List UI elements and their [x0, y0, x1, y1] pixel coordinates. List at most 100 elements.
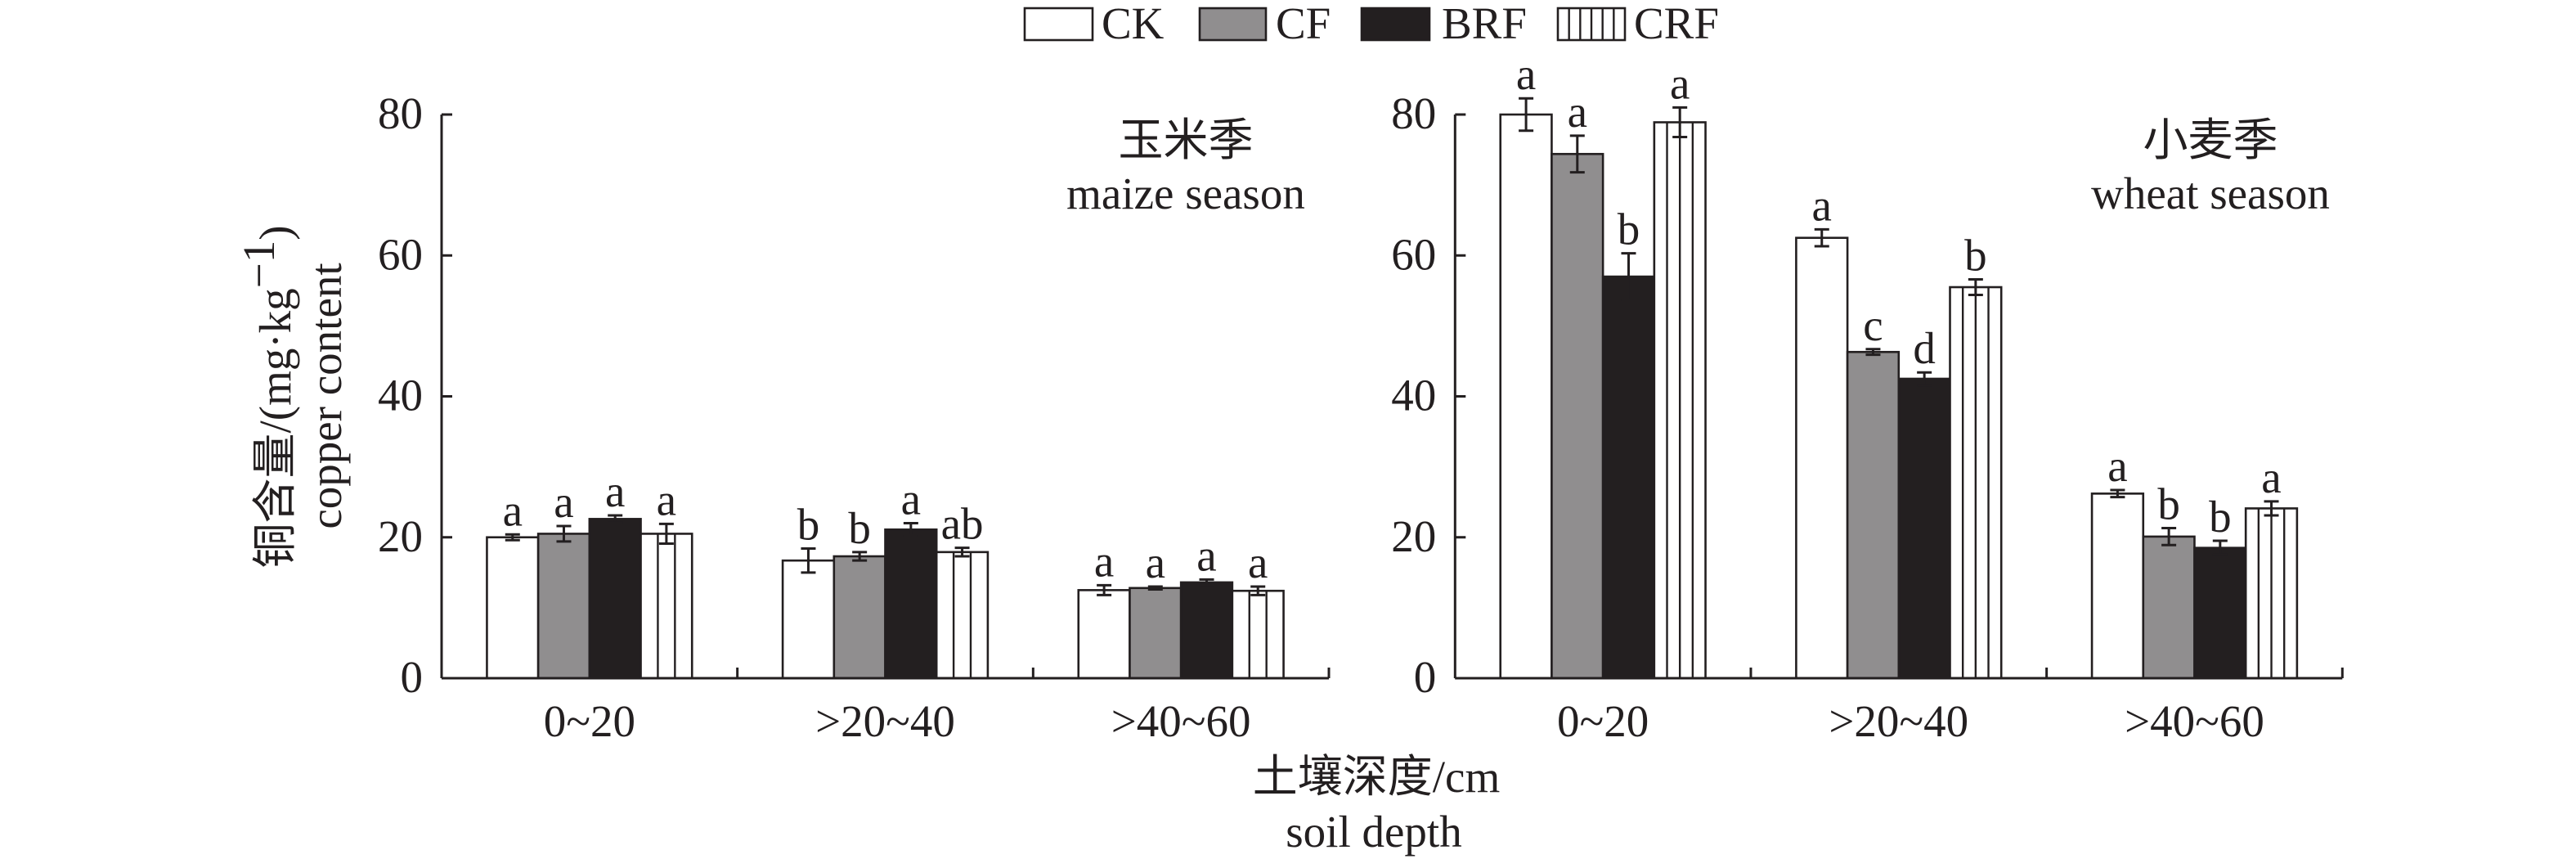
error-bar-cf: [556, 524, 572, 543]
bar-ck: [1795, 236, 1849, 680]
x-tick-label: 0~20: [1557, 696, 1649, 746]
significance-letter: b: [2209, 492, 2232, 542]
significance-letter: a: [503, 485, 523, 535]
bar-brf: [884, 528, 938, 680]
y-tick-label: 60: [378, 229, 423, 279]
bar-cf: [1129, 587, 1183, 680]
bar-group: ab ba: [2090, 441, 2299, 680]
significance-letter: a: [1094, 536, 1114, 586]
x-tick-label: >40~60: [1111, 696, 1251, 746]
y-tick-label: 80: [1391, 88, 1436, 138]
y-tick-label: 0: [401, 652, 424, 702]
panel-maize-season: a a a a0~20b ba ab>20~40a a a a>40~60020406080玉米…: [378, 88, 1331, 746]
error-bar-crf: [1250, 585, 1266, 596]
legend-item-brf: BRF: [1360, 0, 1527, 48]
error-bar-brf: [1621, 252, 1636, 302]
error-bar-ck: [1814, 227, 1829, 248]
significance-letter: a: [657, 474, 676, 524]
x-tick-label: >40~60: [2125, 696, 2264, 746]
x-tick-label: >20~40: [1829, 696, 1968, 746]
bar-ck: [1499, 113, 1553, 680]
y-axis-title-zh: 铜含量/(mg·kg−1): [234, 225, 300, 568]
significance-letter: a: [605, 466, 625, 516]
bar-cf: [536, 533, 591, 680]
significance-letter: a: [554, 477, 573, 527]
bar-cf: [1551, 152, 1604, 680]
error-bar-cf: [1569, 134, 1585, 174]
error-bar-crf: [1968, 278, 1983, 296]
bar-brf: [1601, 275, 1656, 680]
error-bar-crf: [2264, 500, 2279, 517]
bar-brf: [1179, 581, 1234, 680]
error-bar-brf: [608, 514, 623, 524]
bar-ck: [486, 536, 540, 680]
significance-letter: b: [1618, 205, 1640, 254]
legend-label-cf: CF: [1276, 0, 1331, 48]
legend-item-ck: CK: [1023, 0, 1165, 48]
y-axis-title-close: ): [250, 225, 300, 240]
legend-item-crf: CRF: [1556, 0, 1719, 48]
y-tick-label: 40: [1391, 371, 1436, 421]
error-bar-ck: [2110, 488, 2125, 499]
y-tick-label: 60: [1391, 229, 1436, 279]
legend: CK CF BRF CRF: [1023, 0, 1719, 48]
legend-label-crf: CRF: [1634, 0, 1719, 48]
error-bar-crf: [954, 546, 970, 558]
significance-letter: a: [1516, 49, 1536, 99]
y-tick-label: 20: [1391, 511, 1436, 561]
bar-ck: [2090, 492, 2145, 680]
significance-letter: a: [2261, 452, 2281, 502]
significance-letter: c: [1863, 300, 1883, 350]
x-tick-label: 0~20: [544, 696, 635, 746]
bar-group: a c db: [1795, 180, 2003, 680]
bar-brf: [588, 518, 642, 680]
significance-letter: b: [1964, 231, 1987, 281]
significance-letter: d: [1913, 323, 1936, 373]
y-tick-label: 20: [378, 511, 423, 561]
bar-crf: [1231, 589, 1285, 680]
significance-letter: a: [1812, 180, 1832, 230]
error-bar-ck: [505, 533, 520, 542]
bar-cf: [832, 555, 886, 680]
x-tick-label: >20~40: [815, 696, 955, 746]
x-axis-title-en: soil depth: [1286, 807, 1461, 857]
error-bar-brf: [2212, 539, 2228, 556]
panel-title-zh: 小麦季: [2143, 115, 2278, 165]
bar-group: b ba ab: [781, 474, 990, 680]
y-axis-title-en: copper content: [301, 263, 351, 528]
significance-letter: b: [848, 503, 871, 553]
y-axis-title-main: 铜含量/(mg·kg: [250, 288, 300, 568]
significance-letter: a: [1196, 530, 1216, 580]
x-axis-title-zh: 土壤深度/cm: [1253, 752, 1500, 802]
significance-letter: a: [901, 474, 921, 524]
error-bar-brf: [1199, 578, 1214, 587]
legend-item-cf: CF: [1198, 0, 1331, 48]
significance-letter: a: [1670, 58, 1690, 108]
bar-crf: [935, 551, 990, 680]
panel-title-zh: 玉米季: [1118, 115, 1253, 165]
error-bar-crf: [1672, 106, 1688, 139]
error-bar-cf: [2161, 527, 2177, 546]
bar-cf: [1846, 350, 1901, 680]
y-tick-label: 0: [1414, 652, 1437, 702]
error-bar-brf: [1917, 371, 1932, 387]
error-bar-ck: [1519, 97, 1534, 133]
error-bar-cf: [1147, 585, 1163, 591]
significance-letter: a: [1146, 537, 1165, 587]
error-bar-ck: [1097, 583, 1112, 596]
significance-letter: b: [2157, 479, 2180, 529]
bar-cf: [2142, 535, 2196, 680]
error-bar-cf: [1865, 348, 1881, 357]
error-bar-cf: [852, 551, 868, 562]
significance-letter: a: [2107, 441, 2127, 491]
bar-ck: [781, 559, 836, 680]
bar-ck: [1077, 589, 1131, 680]
legend-swatch-ck: [1023, 7, 1094, 42]
significance-letter: ab: [941, 499, 984, 549]
panel-title-en: maize season: [1066, 169, 1305, 218]
y-axis-title-superscript: −1: [234, 241, 284, 289]
